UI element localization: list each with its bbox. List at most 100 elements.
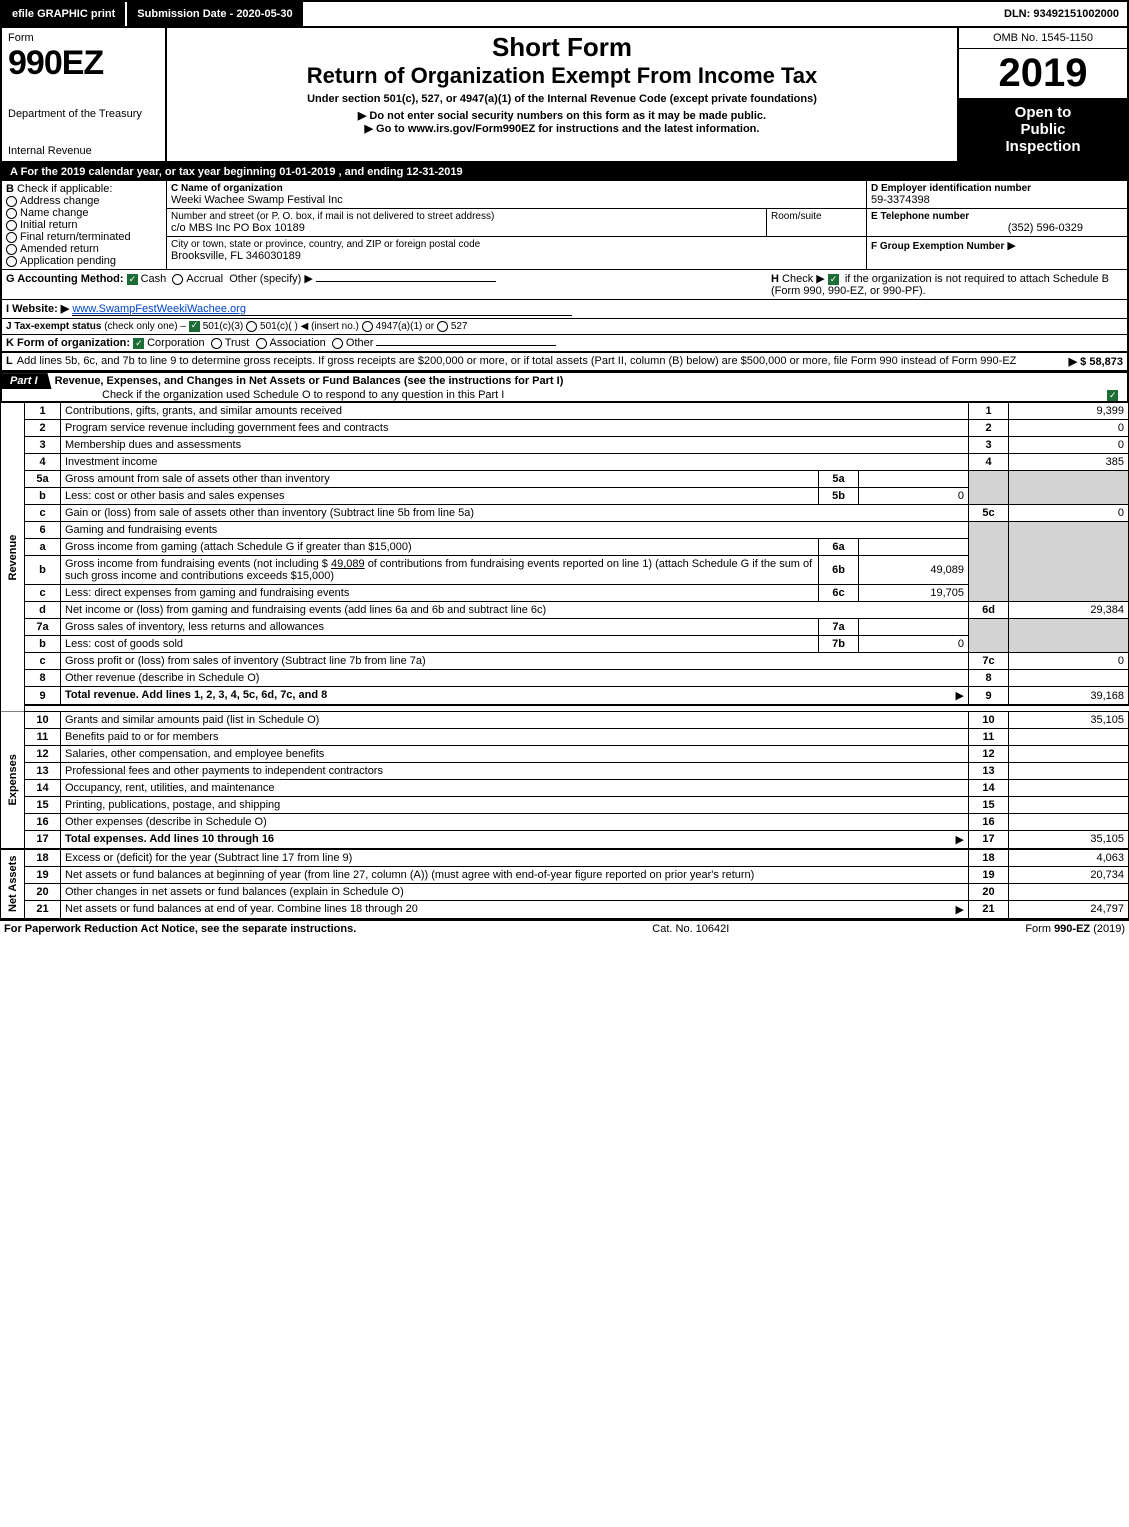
l11-val xyxy=(1009,728,1129,745)
l6c-icol: 6c xyxy=(819,585,859,602)
l18-col: 18 xyxy=(969,849,1009,867)
l6b-num: b xyxy=(25,556,61,585)
box-g-label: G Accounting Method: xyxy=(6,273,124,285)
l5a-ival xyxy=(859,471,969,488)
chk-schedO-part1[interactable] xyxy=(1107,390,1118,401)
line-13: 13 Professional fees and other payments … xyxy=(1,762,1129,779)
website-link[interactable]: www.SwampFestWeekiWachee.org xyxy=(72,303,572,316)
chk-501c3[interactable] xyxy=(189,321,200,332)
footer-mid: Cat. No. 10642I xyxy=(652,923,729,935)
l6-text: Gaming and fundraising events xyxy=(61,522,969,539)
line-6: 6 Gaming and fundraising events xyxy=(1,522,1129,539)
chk-schedule-b[interactable] xyxy=(828,274,839,285)
box-f-arrow: ▶ xyxy=(1007,240,1015,252)
chk-501c[interactable] xyxy=(246,321,257,332)
chk-accrual[interactable] xyxy=(172,274,183,285)
room-suite-label: Room/suite xyxy=(766,209,866,236)
other-specify-input[interactable] xyxy=(316,281,496,282)
line-5c: c Gain or (loss) from sale of assets oth… xyxy=(1,505,1129,522)
title-short-form: Short Form xyxy=(173,32,951,63)
submission-date: Submission Date - 2020-05-30 xyxy=(127,2,304,26)
l19-num: 19 xyxy=(25,866,61,883)
line-3: 3 Membership dues and assessments 3 0 xyxy=(1,437,1129,454)
ein-value: 59-3374398 xyxy=(871,194,1123,206)
chk-4947[interactable] xyxy=(362,321,373,332)
line-16: 16 Other expenses (describe in Schedule … xyxy=(1,813,1129,830)
l2-num: 2 xyxy=(25,420,61,437)
l7b-num: b xyxy=(25,636,61,653)
l10-text: Grants and similar amounts paid (list in… xyxy=(61,711,969,728)
box-f-label: F Group Exemption Number xyxy=(871,241,1004,252)
box-i-label: I Website: ▶ xyxy=(6,303,69,315)
part1-header: Part I Revenue, Expenses, and Changes in… xyxy=(0,371,1129,402)
l16-col: 16 xyxy=(969,813,1009,830)
l6b-text: Gross income from fundraising events (no… xyxy=(61,556,819,585)
l21-col: 21 xyxy=(969,900,1009,919)
chk-amended-return[interactable] xyxy=(6,244,17,255)
chk-trust[interactable] xyxy=(211,338,222,349)
line-6d: d Net income or (loss) from gaming and f… xyxy=(1,602,1129,619)
box-l-value: ▶ $ 58,873 xyxy=(1069,355,1123,368)
l8-text: Other revenue (describe in Schedule O) xyxy=(61,670,969,687)
header-mid: Short Form Return of Organization Exempt… xyxy=(167,28,957,161)
l14-num: 14 xyxy=(25,779,61,796)
l7c-col: 7c xyxy=(969,653,1009,670)
chk-cash[interactable] xyxy=(127,274,138,285)
period-text: For the 2019 calendar year, or tax year … xyxy=(21,166,463,178)
tax-year: 2019 xyxy=(959,49,1127,98)
l14-text: Occupancy, rent, utilities, and maintena… xyxy=(61,779,969,796)
top-bar: efile GRAPHIC print Submission Date - 20… xyxy=(0,0,1129,28)
chk-application-pending[interactable] xyxy=(6,256,17,267)
l6b-t1: Gross income from fundraising events (no… xyxy=(65,558,328,570)
insp-line3: Inspection xyxy=(963,138,1123,155)
l15-text: Printing, publications, postage, and shi… xyxy=(61,796,969,813)
form-label: Form xyxy=(8,32,159,44)
chk-final-return[interactable] xyxy=(6,232,17,243)
l9-text: Total revenue. Add lines 1, 2, 3, 4, 5c,… xyxy=(61,687,969,706)
l6d-col: 6d xyxy=(969,602,1009,619)
header-right: OMB No. 1545-1150 2019 Open to Public In… xyxy=(957,28,1127,161)
phone-value: (352) 596-0329 xyxy=(871,222,1123,234)
l13-num: 13 xyxy=(25,762,61,779)
ssn-warning: ▶ Do not enter social security numbers o… xyxy=(173,109,951,122)
l6b-icol: 6b xyxy=(819,556,859,585)
line-19: 19 Net assets or fund balances at beginn… xyxy=(1,866,1129,883)
chk-name-change[interactable] xyxy=(6,208,17,219)
other-org-input[interactable] xyxy=(376,345,556,346)
l17-val: 35,105 xyxy=(1009,830,1129,849)
l10-num: 10 xyxy=(25,711,61,728)
box-b-label: Check if applicable: xyxy=(17,183,112,195)
chk-initial-return[interactable] xyxy=(6,220,17,231)
line-5b: b Less: cost or other basis and sales ex… xyxy=(1,488,1129,505)
line-17: 17 Total expenses. Add lines 10 through … xyxy=(1,830,1129,849)
line-7c: c Gross profit or (loss) from sales of i… xyxy=(1,653,1129,670)
l19-text: Net assets or fund balances at beginning… xyxy=(61,866,969,883)
l1-val: 9,399 xyxy=(1009,403,1129,420)
box-d-label: D Employer identification number xyxy=(871,183,1123,194)
l3-col: 3 xyxy=(969,437,1009,454)
l1-col: 1 xyxy=(969,403,1009,420)
chk-corporation[interactable] xyxy=(133,338,144,349)
addr-label: Number and street (or P. O. box, if mail… xyxy=(171,211,762,222)
insp-line1: Open to xyxy=(963,104,1123,121)
irs-label: Internal Revenue xyxy=(8,145,159,157)
period-banner: A For the 2019 calendar year, or tax yea… xyxy=(0,163,1129,181)
chk-address-change[interactable] xyxy=(6,196,17,207)
chk-other-org[interactable] xyxy=(332,338,343,349)
chk-association[interactable] xyxy=(256,338,267,349)
goto-link[interactable]: ▶ Go to www.irs.gov/Form990EZ for instru… xyxy=(173,122,951,135)
efile-button[interactable]: efile GRAPHIC print xyxy=(2,2,127,26)
insert-no: ◀ (insert no.) xyxy=(301,321,359,332)
l20-num: 20 xyxy=(25,883,61,900)
l3-text: Membership dues and assessments xyxy=(61,437,969,454)
l6c-ival: 19,705 xyxy=(859,585,969,602)
chk-527[interactable] xyxy=(437,321,448,332)
line-20: 20 Other changes in net assets or fund b… xyxy=(1,883,1129,900)
l8-num: 8 xyxy=(25,670,61,687)
l7a-num: 7a xyxy=(25,619,61,636)
part1-table: Revenue 1 Contributions, gifts, grants, … xyxy=(0,402,1129,920)
city-label: City or town, state or province, country… xyxy=(171,239,862,250)
l6b-amt: 49,089 xyxy=(331,558,365,570)
l16-text: Other expenses (describe in Schedule O) xyxy=(61,813,969,830)
footer-left: For Paperwork Reduction Act Notice, see … xyxy=(4,923,356,935)
